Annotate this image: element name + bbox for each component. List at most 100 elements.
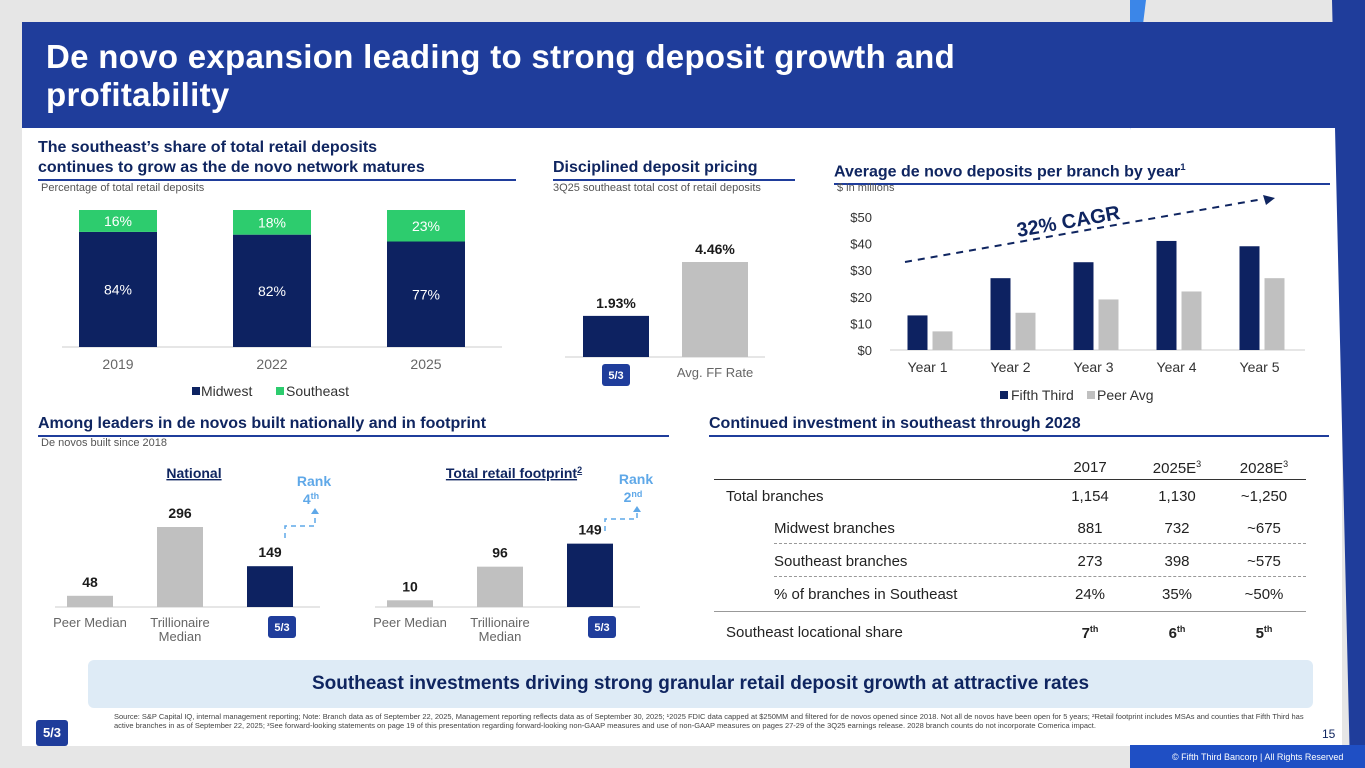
title-bar [22, 22, 1342, 128]
rank-arrowhead [311, 508, 319, 514]
row-value: 1,130 [1158, 488, 1196, 505]
rank-value: 2nd [624, 489, 643, 505]
table-row: Midwest branches 881 732 ~675 [712, 511, 1306, 545]
row-value: 398 [1164, 553, 1190, 570]
bar-southeast-2025 [387, 210, 465, 242]
bar-Fifth Third [567, 543, 613, 607]
bar-Peer Median [67, 595, 113, 607]
cagr-trend-line [904, 198, 1264, 263]
section-heading-avg-deposits: Average de novo deposits per branch by y… [834, 158, 1330, 186]
bar-fifth-third-Year 1 [907, 315, 928, 350]
y-tick-2: $20 [850, 290, 872, 305]
bar-peer-avg-Year 3 [1098, 299, 1119, 350]
x-tick-fifth-third-logo [588, 616, 616, 638]
legend-peer-avg: Peer Avg [1097, 387, 1154, 403]
bar-Fifth Third [247, 566, 293, 607]
x-tick-fifth-third-logo-text: 5/3 [274, 622, 289, 634]
legend-fifth-third: Fifth Third [1011, 387, 1074, 403]
label-midwest-2022: 82% [258, 283, 286, 299]
x-tick-fifth-third-logo-text: 5/3 [608, 370, 623, 382]
x-tick-fifth-third-logo [602, 364, 630, 386]
row-label: Midwest branches [774, 520, 895, 537]
section-heading-leaders: Among leaders in de novos built national… [38, 414, 669, 437]
label-Peer Median: 10 [402, 578, 418, 594]
y-tick-4: $40 [850, 237, 872, 252]
page-title: De novo expansion leading to strong depo… [46, 38, 956, 113]
bar-midwest-2022 [233, 234, 311, 347]
x-tick-trillionaire-line1: Trillionaire [150, 615, 209, 630]
bar-Trillionaire Median [157, 527, 203, 607]
x-tick-Year 2: Year 2 [991, 359, 1031, 375]
x-tick-Year 3: Year 3 [1074, 359, 1114, 375]
y-tick-3: $30 [850, 263, 872, 278]
bar-peer-avg-Year 1 [932, 331, 953, 350]
grouped-bar-chart-avg-deposits: $0 $10 $20 $30 $40 $50 Year 1 Year 2 Year 3 Year … [850, 195, 1305, 403]
row-value: 881 [1077, 520, 1103, 537]
key-message-banner: Southeast investments driving strong gra… [88, 660, 1313, 708]
x-tick-peer-median: Peer Median [53, 615, 127, 630]
row-value: ~1,250 [1240, 488, 1288, 505]
cagr-arrowhead [1263, 195, 1275, 205]
legend-midwest: Midwest [201, 383, 252, 399]
heading-text: Average de novo deposits per branch by y… [834, 163, 1181, 181]
col-2028e: 2028E3 [1239, 459, 1289, 477]
chart-title: Total retail footprint2 [446, 465, 582, 481]
bar-fifth-third-Year 5 [1239, 246, 1260, 350]
label-midwest-2019: 84% [104, 281, 132, 297]
slide-background [22, 22, 1342, 746]
section-heading-investment: Continued investment in southeast throug… [709, 414, 1329, 437]
row-value: ~575 [1247, 553, 1281, 570]
bar-peer-avg-Year 5 [1264, 278, 1285, 350]
col-2017: 2017 [1073, 459, 1107, 476]
fifth-third-logo: 5/3 [36, 720, 68, 746]
x-tick-Year 4: Year 4 [1157, 359, 1197, 375]
bar-chart-deposit-pricing: 1.93% 4.46% 5/3 Avg. FF Rate [565, 241, 765, 386]
cagr-annotation: 32% CAGR [1015, 202, 1122, 242]
row-value: 273 [1077, 553, 1103, 570]
row-value: ~675 [1247, 520, 1281, 537]
label-Fifth Third: 149 [578, 522, 602, 538]
table-row: Southeast branches 273 398 ~575 [712, 544, 1306, 578]
label-midwest-2025: 77% [412, 286, 440, 302]
row-label: Total branches [726, 488, 824, 505]
y-tick-1: $10 [850, 316, 872, 331]
x-tick-trillionaire-line2: Median [159, 629, 202, 644]
label-Avg. FF Rate: 4.46% [695, 241, 735, 257]
row-value: 732 [1164, 520, 1190, 537]
page-number: 15 [1322, 727, 1336, 741]
label-southeast-2019: 16% [104, 213, 132, 229]
label-Trillionaire Median: 96 [492, 545, 508, 561]
row-value: 5th [1255, 624, 1273, 642]
heading-line-2: continues to grow as the de novo network… [38, 159, 425, 176]
x-tick-fifth-third-logo [268, 616, 296, 638]
table-row: Total branches 1,154 1,130 ~1,250 [712, 479, 1306, 513]
row-label: Southeast locational share [726, 624, 903, 641]
row-label: % of branches in Southeast [774, 586, 958, 603]
bar-midwest-2025 [387, 241, 465, 347]
table-row-locational-share: Southeast locational share 7th 6th 5th [712, 615, 1306, 649]
bar-chart-national: National 48 296 149 Peer Median TrillionaireM… [53, 465, 331, 644]
legend-swatch-midwest [192, 387, 200, 395]
heading-sup: 1 [1180, 162, 1186, 173]
bar-Peer Median [387, 600, 433, 607]
rank-label: Rank [619, 471, 653, 487]
subtitle-millions: $ in millions [837, 182, 895, 194]
bar-southeast-2022 [233, 210, 311, 235]
x-tick-Year 1: Year 1 [908, 359, 948, 375]
bar-Avg. FF Rate [682, 262, 748, 357]
bar-fifth-third-Year 2 [990, 278, 1011, 350]
subtitle-percentage: Percentage of total retail deposits [41, 182, 205, 194]
dashed-divider [774, 543, 1306, 544]
copyright: © Fifth Third Bancorp | All Rights Reser… [1172, 752, 1344, 762]
label-Peer Median: 48 [82, 574, 98, 590]
bar-Trillionaire Median [477, 566, 523, 607]
rank-label: Rank [297, 473, 331, 489]
x-tick-avg-ff-rate: Avg. FF Rate [677, 365, 753, 380]
bar-midwest-2019 [79, 231, 157, 347]
dashed-divider [774, 576, 1306, 577]
label-Fifth Third: 149 [258, 544, 282, 560]
bar-peer-avg-Year 4 [1181, 291, 1202, 350]
y-tick-5: $50 [850, 210, 872, 225]
x-tick-2019: 2019 [102, 356, 133, 372]
legend-southeast: Southeast [286, 383, 349, 399]
